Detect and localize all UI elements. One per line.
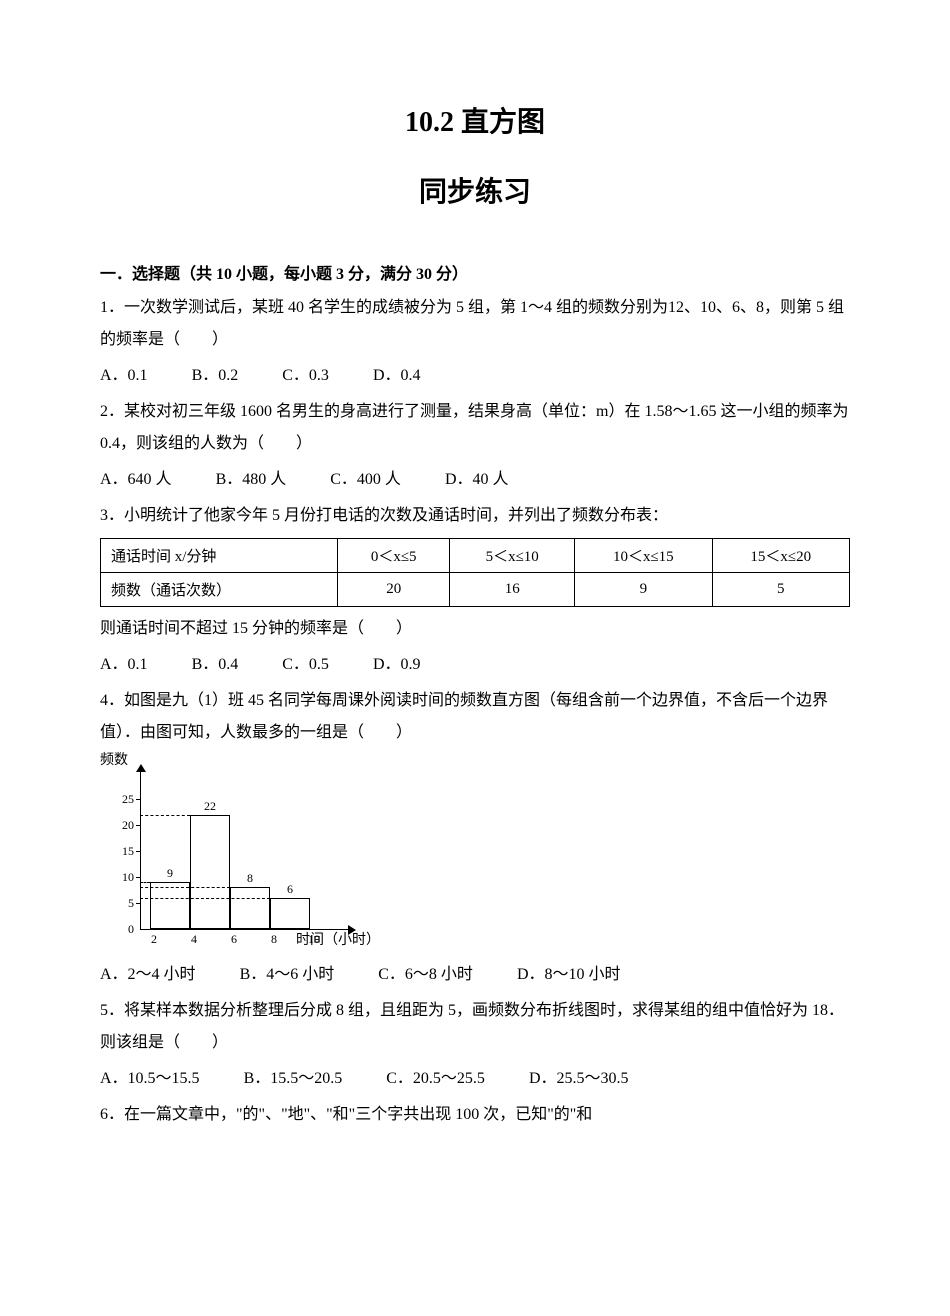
question-3-text2: 则通话时间不超过 15 分钟的频率是（ ） bbox=[100, 613, 850, 645]
y-tick-25: 25 bbox=[104, 792, 134, 807]
q4-option-b: B．4～6 小时 bbox=[240, 959, 335, 991]
histogram-bar bbox=[270, 898, 310, 929]
dash-line bbox=[140, 898, 270, 899]
dash-line bbox=[140, 882, 150, 883]
q3-option-c: C．0.5 bbox=[282, 649, 329, 681]
histogram-bar bbox=[230, 887, 270, 929]
y-tick-mark bbox=[136, 877, 140, 878]
x-tick-8: 8 bbox=[264, 932, 284, 947]
y-tick-mark bbox=[136, 799, 140, 800]
q2-option-b: B．480 人 bbox=[216, 464, 287, 496]
y-tick-10: 10 bbox=[104, 870, 134, 885]
y-axis bbox=[140, 769, 141, 929]
q3-td-4: 5 bbox=[712, 573, 849, 607]
q1-option-a: A．0.1 bbox=[100, 360, 148, 392]
question-5: 5．将某样本数据分析整理后分成 8 组，且组距为 5，画频数分布折线图时，求得某… bbox=[100, 995, 850, 1059]
q2-option-a: A．640 人 bbox=[100, 464, 172, 496]
q3-option-d: D．0.9 bbox=[373, 649, 421, 681]
question-2: 2．某校对初三年级 1600 名男生的身高进行了测量，结果身高（单位：m）在 1… bbox=[100, 396, 850, 460]
q4-option-d: D．8～10 小时 bbox=[517, 959, 621, 991]
y-tick-20: 20 bbox=[104, 818, 134, 833]
y-tick-mark bbox=[136, 825, 140, 826]
q2-option-c: C．400 人 bbox=[330, 464, 401, 496]
q3-td-1: 20 bbox=[338, 573, 450, 607]
q3-th-3: 10＜x≤15 bbox=[575, 539, 712, 573]
q3-th-4: 15＜x≤20 bbox=[712, 539, 849, 573]
x-tick-2: 2 bbox=[144, 932, 164, 947]
q3-option-b: B．0.4 bbox=[192, 649, 239, 681]
q3-table: 通话时间 x/分钟 0＜x≤5 5＜x≤10 10＜x≤15 15＜x≤20 频… bbox=[100, 538, 850, 607]
q1-option-b: B．0.2 bbox=[192, 360, 239, 392]
q3-td-2: 16 bbox=[450, 573, 575, 607]
q3-th-1: 0＜x≤5 bbox=[338, 539, 450, 573]
q3-option-a: A．0.1 bbox=[100, 649, 148, 681]
histogram-bar bbox=[190, 815, 230, 929]
y-tick-5: 5 bbox=[104, 896, 134, 911]
y-tick-mark bbox=[136, 903, 140, 904]
bar-label: 22 bbox=[195, 799, 225, 814]
y-tick-mark bbox=[136, 851, 140, 852]
q5-option-a: A．10.5～15.5 bbox=[100, 1063, 200, 1095]
question-3: 3．小明统计了他家今年 5 月份打电话的次数及通话时间，并列出了频数分布表： bbox=[100, 500, 850, 532]
y-axis-label: 频数 bbox=[100, 749, 128, 769]
x-tick-6: 6 bbox=[224, 932, 244, 947]
histogram-bar bbox=[150, 882, 190, 929]
question-2-options: A．640 人 B．480 人 C．400 人 D．40 人 bbox=[100, 464, 850, 496]
bar-label: 6 bbox=[275, 882, 305, 897]
q5-option-c: C．20.5～25.5 bbox=[386, 1063, 485, 1095]
title-sub: 同步练习 bbox=[100, 170, 850, 210]
question-6: 6．在一篇文章中，"的"、"地"、"和"三个字共出现 100 次，已知"的"和 bbox=[100, 1099, 850, 1131]
q5-option-b: B．15.5～20.5 bbox=[244, 1063, 343, 1095]
arrow-up-icon bbox=[136, 764, 146, 772]
question-1-options: A．0.1 B．0.2 C．0.3 D．0.4 bbox=[100, 360, 850, 392]
q3-td-3: 9 bbox=[575, 573, 712, 607]
question-5-options: A．10.5～15.5 B．15.5～20.5 C．20.5～25.5 D．25… bbox=[100, 1063, 850, 1095]
dash-line bbox=[140, 815, 190, 816]
question-4-options: A．2～4 小时 B．4～6 小时 C．6～8 小时 D．8～10 小时 bbox=[100, 959, 850, 991]
q4-option-c: C．6～8 小时 bbox=[378, 959, 473, 991]
bar-label: 8 bbox=[235, 871, 265, 886]
q3-th-0: 通话时间 x/分钟 bbox=[101, 539, 338, 573]
q3-th-2: 5＜x≤10 bbox=[450, 539, 575, 573]
dash-line bbox=[140, 887, 230, 888]
q5-option-d: D．25.5～30.5 bbox=[529, 1063, 629, 1095]
q3-td-0: 频数（通话次数） bbox=[101, 573, 338, 607]
question-1: 1．一次数学测试后，某班 40 名学生的成绩被分为 5 组，第 1～4 组的频数… bbox=[100, 292, 850, 356]
y-tick-15: 15 bbox=[104, 844, 134, 859]
q1-option-c: C．0.3 bbox=[282, 360, 329, 392]
q1-option-d: D．0.4 bbox=[373, 360, 421, 392]
histogram: 频数 时间（小时） 051015202524681092286 bbox=[100, 754, 380, 954]
section-header: 一．选择题（共 10 小题，每小题 3 分，满分 30 分） bbox=[100, 260, 850, 284]
q2-option-d: D．40 人 bbox=[445, 464, 509, 496]
x-tick-4: 4 bbox=[184, 932, 204, 947]
title-main: 10.2 直方图 bbox=[100, 100, 850, 140]
question-4: 4．如图是九（1）班 45 名同学每周课外阅读时间的频数直方图（每组含前一个边界… bbox=[100, 685, 850, 749]
q4-option-a: A．2～4 小时 bbox=[100, 959, 196, 991]
y-tick-0: 0 bbox=[104, 922, 134, 937]
x-tick-10: 10 bbox=[304, 932, 324, 947]
question-3-options: A．0.1 B．0.4 C．0.5 D．0.9 bbox=[100, 649, 850, 681]
bar-label: 9 bbox=[155, 866, 185, 881]
